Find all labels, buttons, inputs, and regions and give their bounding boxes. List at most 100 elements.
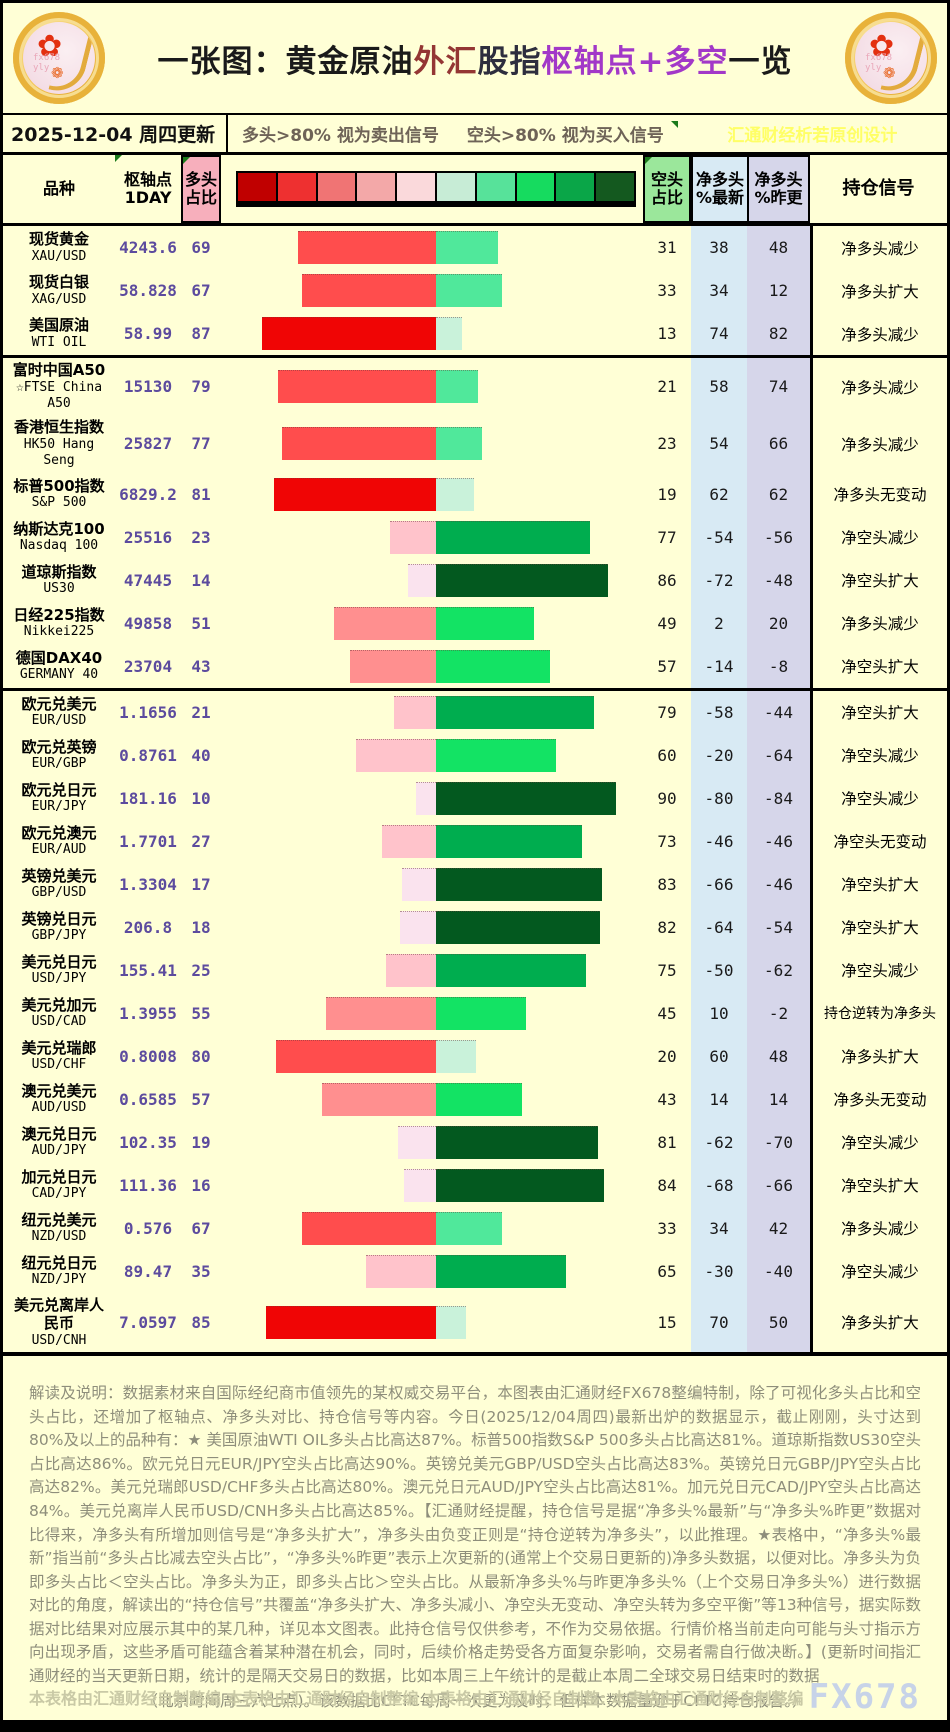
- long-short-bar: [236, 953, 636, 987]
- pivot-value-cell: 111.36: [119, 1175, 177, 1195]
- long-short-bar: [236, 695, 636, 729]
- signal-cell: 净多头减少: [810, 358, 947, 416]
- product-name-cn: 美元兑加元: [21, 995, 97, 1014]
- net-latest-cell: -46: [691, 819, 747, 863]
- table-row: 道琼斯指数 US30 47445 14 86 -72 -48 净空头扩大: [3, 558, 947, 602]
- pivot-value-cell: 58.99: [123, 324, 173, 343]
- product-name-en: EUR/AUD: [31, 842, 87, 858]
- col-header-long: 多头 占比: [181, 155, 221, 223]
- long-pct-cell: 10: [191, 788, 211, 808]
- bud-icon: ❁: [883, 64, 896, 82]
- net-latest-cell: 14: [691, 1077, 747, 1121]
- long-pct-cell: 55: [191, 1003, 211, 1023]
- long-pct-cell: 40: [191, 745, 211, 765]
- net-latest-header-text: 净多头 %最新: [695, 169, 745, 207]
- signal-cell: 净多头减少: [810, 415, 947, 473]
- bar-cell: [221, 777, 643, 820]
- short-bar-segment: [436, 317, 462, 350]
- table-row: 日经225指数 Nikkei225 49858 51 49 2 20 净多头减少: [3, 601, 947, 645]
- pivot-value-cell: 181.16: [119, 788, 177, 808]
- short-pct-cell: 86: [657, 570, 677, 590]
- long-bar-segment: [394, 695, 436, 729]
- long-short-bar: [236, 867, 636, 901]
- product-name-cn: 香港恒生指数: [13, 418, 104, 437]
- long-bar-segment: [326, 996, 436, 1030]
- bar-cell: [221, 949, 643, 992]
- short-pct-cell: 19: [657, 484, 677, 504]
- long-pct-cell: 87: [191, 324, 211, 343]
- short-bar-segment: [436, 867, 602, 901]
- product-name-en: USD/CNH: [31, 1333, 87, 1348]
- short-bar-segment: [436, 1082, 522, 1116]
- table-body: 现货黄金 XAU/USD 4243.6 69 31 38 48 净多头减少 现货白银 XAG/US…: [3, 226, 947, 1357]
- color-scale-strip: [236, 171, 636, 207]
- product-name-cell: 美元兑瑞郎 USD/CHF: [3, 1035, 115, 1078]
- table-row: 英镑兑美元 GBP/USD 1.3304 17 83 -66 -46 净空头扩大: [3, 862, 947, 906]
- short-pct-cell: 82: [657, 917, 677, 937]
- product-name-cn: 现货黄金: [28, 230, 89, 248]
- product-name-cell: 欧元兑英镑 EUR/GBP: [3, 734, 115, 777]
- bar-cell: [221, 820, 643, 863]
- long-bar-segment: [302, 1211, 436, 1245]
- product-name-cn: 道琼斯指数: [21, 562, 97, 581]
- table-row: 现货白银 XAG/USD 58.828 67 33 34 12 净多头扩大: [3, 269, 947, 312]
- logo-medallion: ✿ ❁ fx678 yly: [855, 22, 927, 94]
- long-pct-cell: 35: [191, 1261, 211, 1281]
- net-latest-cell: -80: [691, 776, 747, 820]
- long-bar-segment: [366, 1254, 436, 1288]
- product-name-en: S&P 500: [31, 495, 87, 511]
- net-prev-cell: 82: [747, 312, 810, 355]
- pivot-value-cell: 47445: [123, 570, 173, 590]
- table-row: 美国原油 WTI OIL 58.99 87 13 74 82 净多头减少: [3, 312, 947, 355]
- short-bar-segment: [436, 1305, 466, 1339]
- product-name-cell: 英镑兑美元 GBP/USD: [3, 863, 115, 906]
- long-short-bar: [236, 1305, 636, 1339]
- short-pct-cell: 23: [657, 434, 677, 454]
- signal-cell: 净多头减少: [810, 312, 947, 355]
- scale-square: [397, 173, 437, 201]
- short-pct-cell: 60: [657, 745, 677, 765]
- short-bar-segment: [436, 738, 556, 772]
- product-name-en: AUD/JPY: [31, 1143, 87, 1159]
- product-name-cn: 澳元兑日元: [21, 1124, 97, 1143]
- long-bar-segment: [416, 781, 436, 815]
- net-latest-cell: -20: [691, 733, 747, 777]
- net-prev-cell: 48: [747, 1034, 810, 1078]
- net-prev-cell: -64: [747, 733, 810, 777]
- long-bar-segment: [278, 370, 436, 404]
- pivot-value-cell: 1.1656: [119, 702, 177, 722]
- short-bar-segment: [436, 274, 502, 307]
- pivot-value-cell: 89.47: [123, 1261, 173, 1281]
- long-short-bar: [236, 1125, 636, 1159]
- net-prev-cell: -54: [747, 905, 810, 949]
- table-row: 美元兑瑞郎 USD/CHF 0.8008 80 20 60 48 净多头扩大: [3, 1034, 947, 1078]
- short-pct-cell: 33: [657, 281, 677, 300]
- product-name-cn: 纽元兑美元: [21, 1210, 97, 1229]
- bar-cell: [221, 1293, 643, 1353]
- net-latest-cell: 2: [691, 601, 747, 645]
- net-latest-cell: 74: [691, 312, 747, 355]
- net-prev-cell: -56: [747, 515, 810, 559]
- signal-cell: 净多头扩大: [810, 269, 947, 312]
- short-bar-segment: [436, 1254, 566, 1288]
- scale-square: [317, 173, 358, 201]
- product-name-cn: 富时中国A50: [12, 361, 106, 379]
- product-name-cell: 纳斯达克100 Nasdaq 100: [3, 516, 115, 559]
- long-pct-cell: 14: [191, 570, 211, 590]
- pivot-value-cell: 0.6585: [119, 1089, 177, 1109]
- net-latest-cell: 34: [691, 1206, 747, 1250]
- net-prev-cell: -46: [747, 819, 810, 863]
- table-row: 德国DAX40 GERMANY 40 23704 43 57 -14 -8 净空头扩大: [3, 644, 947, 688]
- net-prev-cell: -40: [747, 1249, 810, 1293]
- table-row: 欧元兑日元 EUR/JPY 181.16 10 90 -80 -84 净空头减少: [3, 776, 947, 820]
- table-row: 澳元兑日元 AUD/JPY 102.35 19 81 -62 -70 净空头减少: [3, 1120, 947, 1164]
- col-header-net-prev: 净多头 %昨更: [747, 155, 810, 223]
- long-short-bar: [236, 477, 636, 511]
- short-bar-segment: [436, 520, 590, 554]
- long-pct-cell: 17: [191, 874, 211, 894]
- long-pct-cell: 23: [191, 527, 211, 547]
- short-bar-segment: [436, 427, 482, 461]
- table-row: 美元兑日元 USD/JPY 155.41 25 75 -50 -62 净空头减少: [3, 948, 947, 992]
- table-header-row: 品种 枢轴点 1DAY 多头 占比 空头 占比 净多头 %最新 净多头 %昨更 …: [3, 155, 947, 226]
- long-pct-cell: 80: [191, 1046, 211, 1066]
